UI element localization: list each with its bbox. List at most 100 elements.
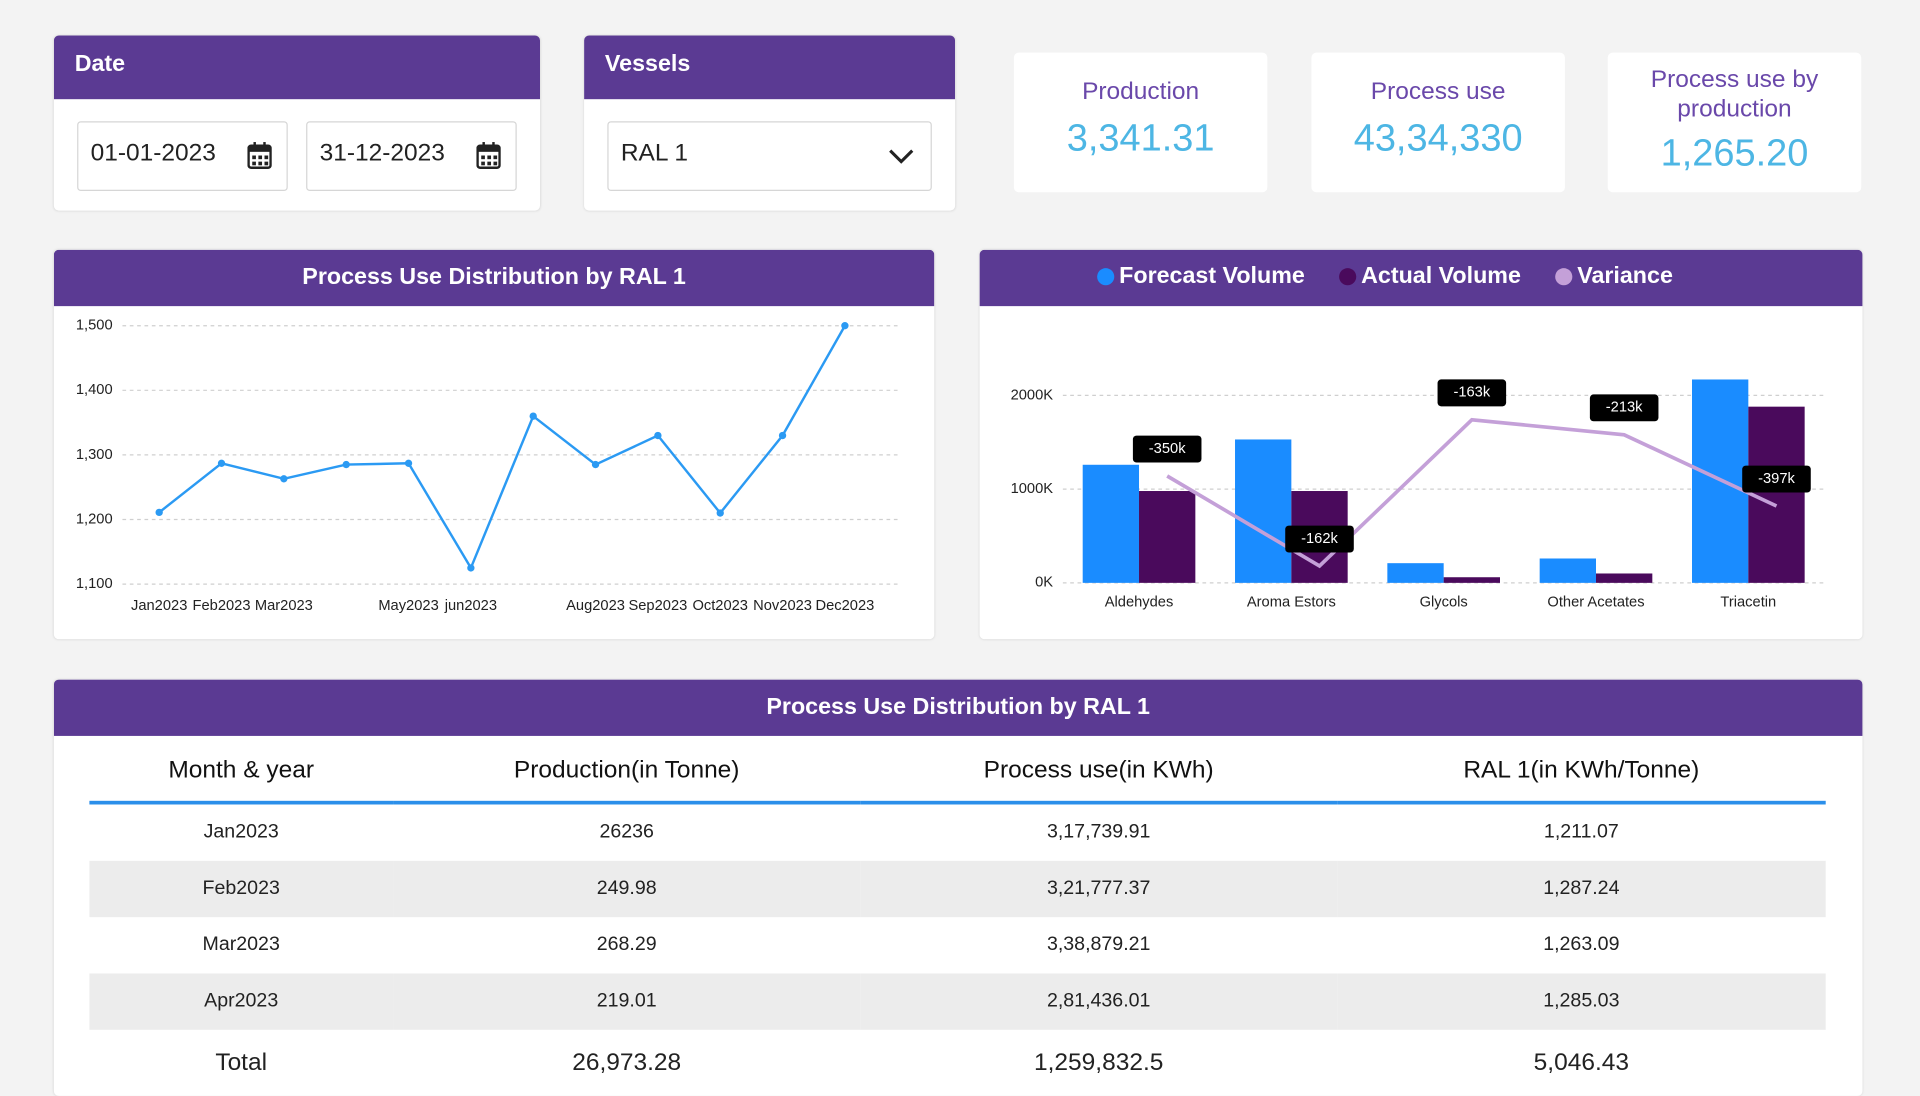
- kpi-card: Production 3,341.31: [1013, 52, 1268, 193]
- total-cell: 1,259,832.5: [1034, 1048, 1164, 1076]
- y-tick-label: 1,200: [76, 511, 113, 527]
- annotation: -213k: [1606, 400, 1643, 416]
- table-cell: 249.98: [393, 860, 861, 918]
- table-cell: Mar2023: [202, 934, 280, 956]
- point: [155, 508, 163, 517]
- legend-swatch: [1555, 268, 1573, 286]
- point: [654, 431, 662, 440]
- x-tick-label: Oct2023: [692, 598, 748, 614]
- legend-label: Forecast Volume: [1119, 262, 1305, 288]
- x-tick-label: Dec2023: [815, 598, 874, 614]
- x-tick-label: Other Acetates: [1547, 594, 1644, 610]
- total-cell: Total: [215, 1048, 268, 1076]
- bar: [1235, 439, 1292, 583]
- x-tick-label: Aug2023: [566, 598, 625, 614]
- bar-chart-panel: Forecast Volume Actual Volume Variance 0K 1…: [979, 249, 1863, 640]
- chart-title: Process Use Distribution by RAL 1: [53, 249, 935, 307]
- y-tick-label: 1,500: [76, 318, 113, 334]
- y-tick-label: 2000K: [1011, 387, 1054, 403]
- chevron-icon: [889, 149, 914, 164]
- bar: [1596, 573, 1653, 583]
- table-cell: 1,211.07: [1543, 821, 1619, 843]
- table-cell: 1,285.03: [1336, 973, 1826, 1030]
- x-tick-label: Jan2023: [131, 598, 187, 614]
- point: [467, 564, 475, 572]
- variance-line: [1166, 417, 1778, 569]
- point: [404, 459, 413, 467]
- x-tick-label: Mar2023: [255, 598, 313, 614]
- table-cell: 219.01: [393, 973, 861, 1030]
- x-tick-label: Sep2023: [628, 598, 687, 614]
- total-cell: 5,046.43: [1533, 1048, 1630, 1076]
- point: [591, 460, 600, 469]
- y-tick-label: 1,100: [76, 576, 113, 592]
- table-cell: Apr2023: [89, 973, 394, 1030]
- date-from[interactable]: 01-01-2023: [77, 121, 288, 192]
- bar: [1443, 577, 1501, 583]
- table-cell: 3,38,879.21: [1046, 934, 1151, 956]
- vessels-filter: Vessels RAL 1: [584, 35, 956, 211]
- kpi-label: Process use by production: [1650, 66, 1819, 123]
- header-row: Month & year Production(in Tonne) Process …: [89, 740, 1826, 805]
- column-header: RAL 1(in KWh/Tonne): [1336, 740, 1826, 805]
- table-row: Feb2023 249.98 3,21,777.37 1,287.24: [89, 860, 1826, 918]
- kpi-label: Production: [1082, 78, 1200, 106]
- x-tick-label: Aroma Estors: [1247, 594, 1336, 610]
- table-cell: 3,21,777.37: [860, 860, 1337, 918]
- annotation-box: [1285, 525, 1354, 553]
- line: [158, 325, 846, 571]
- table-row: Jan2023 26236 3,17,739.91 1,211.07: [89, 803, 1825, 861]
- annotation: -162k: [1301, 531, 1338, 547]
- table-cell: 3,17,739.91: [1046, 821, 1151, 843]
- kpi-card: Process use 43,34,330: [1311, 52, 1565, 193]
- x-tick-label: Aldehydes: [1105, 594, 1174, 610]
- point: [841, 322, 849, 330]
- table-cell: Feb2023: [89, 860, 394, 918]
- date-label: Date: [53, 35, 541, 100]
- legend-bar: Forecast Volume Actual Volume Variance: [979, 249, 1863, 307]
- line-chart-panel: Process Use Distribution by RAL 1 1,100 1…: [53, 249, 935, 640]
- point: [778, 431, 787, 440]
- y-tick-label: 1000K: [1011, 481, 1054, 497]
- vessels-dropdown[interactable]: RAL 1: [607, 121, 932, 192]
- table-cell: 1,263.09: [1543, 934, 1620, 956]
- calendar-icon: [247, 142, 272, 169]
- table-cell: 268.29: [596, 934, 657, 956]
- bar: [1139, 491, 1196, 583]
- bar: [1387, 563, 1444, 583]
- point: [217, 459, 226, 467]
- annotation-box: [1742, 465, 1811, 493]
- kpi-card: Process use by production 1,265.20: [1607, 52, 1862, 193]
- legend: Forecast Volume Actual Volume Variance: [1097, 262, 1673, 288]
- legend-label: Actual Volume: [1361, 262, 1521, 288]
- bar-chart: 0K 1000K 2000K Aldehydes Aroma Estors Glycols…: [1011, 379, 1825, 610]
- date-to[interactable]: 31-12-2023: [306, 121, 517, 192]
- legend-swatch: [1097, 268, 1115, 286]
- bar: [1539, 558, 1597, 583]
- y-tick-label: 1,300: [76, 447, 113, 463]
- y-tick-label: 1,400: [76, 382, 113, 398]
- point: [280, 475, 288, 483]
- x-tick-label: Feb2023: [193, 598, 251, 614]
- date-from-text: 01-01-2023: [90, 139, 216, 167]
- bar: [1748, 406, 1805, 583]
- kpi-label: Process use: [1370, 78, 1506, 106]
- column-header: Process use(in KWh): [860, 740, 1337, 805]
- annotation-box: [1132, 435, 1202, 463]
- table-panel: Process Use Distribution by RAL 1 Month …: [53, 679, 1863, 1096]
- table-cell: 2,81,436.01: [860, 973, 1337, 1030]
- total-row: Total 26,973.28 1,259,832.5 5,046.43: [89, 1030, 1825, 1096]
- table-cell: Jan2023: [203, 821, 279, 843]
- point: [529, 412, 537, 420]
- annotation: -350k: [1149, 441, 1186, 457]
- point: [716, 509, 724, 517]
- table-row: Mar2023 268.29 3,38,879.21 1,263.09: [89, 917, 1825, 973]
- table-title: Process Use Distribution by RAL 1: [53, 679, 1863, 736]
- kpi-value: 1,265.20: [1660, 131, 1809, 174]
- annotation: -163k: [1453, 385, 1490, 401]
- table-cell: 26236: [599, 821, 654, 843]
- table-cell: 1,287.24: [1336, 860, 1826, 918]
- point: [342, 460, 350, 469]
- vessels-label: Vessels: [584, 35, 956, 100]
